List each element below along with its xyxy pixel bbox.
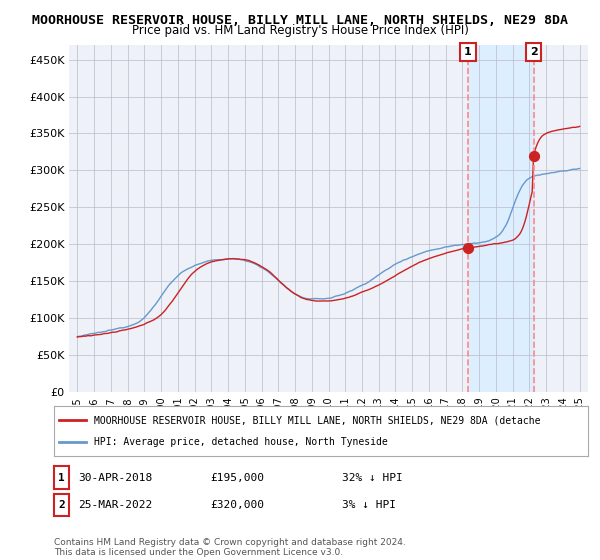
Text: HPI: Average price, detached house, North Tyneside: HPI: Average price, detached house, Nort… xyxy=(94,437,388,447)
Point xyxy=(529,151,538,160)
Text: 1: 1 xyxy=(464,47,472,57)
Text: 1: 1 xyxy=(58,473,65,483)
Text: MOORHOUSE RESERVOIR HOUSE, BILLY MILL LANE, NORTH SHIELDS, NE29 8DA: MOORHOUSE RESERVOIR HOUSE, BILLY MILL LA… xyxy=(32,14,568,27)
Text: Price paid vs. HM Land Registry's House Price Index (HPI): Price paid vs. HM Land Registry's House … xyxy=(131,24,469,37)
Text: £195,000: £195,000 xyxy=(210,473,264,483)
Text: Contains HM Land Registry data © Crown copyright and database right 2024.
This d: Contains HM Land Registry data © Crown c… xyxy=(54,538,406,557)
Text: £320,000: £320,000 xyxy=(210,500,264,510)
Text: 30-APR-2018: 30-APR-2018 xyxy=(78,473,152,483)
Text: MOORHOUSE RESERVOIR HOUSE, BILLY MILL LANE, NORTH SHIELDS, NE29 8DA (detache: MOORHOUSE RESERVOIR HOUSE, BILLY MILL LA… xyxy=(94,415,541,425)
Point xyxy=(463,244,473,253)
Bar xyxy=(468,45,533,392)
Text: 2: 2 xyxy=(530,47,538,57)
Text: 2: 2 xyxy=(58,500,65,510)
Text: 32% ↓ HPI: 32% ↓ HPI xyxy=(342,473,403,483)
Text: 3% ↓ HPI: 3% ↓ HPI xyxy=(342,500,396,510)
Text: 25-MAR-2022: 25-MAR-2022 xyxy=(78,500,152,510)
